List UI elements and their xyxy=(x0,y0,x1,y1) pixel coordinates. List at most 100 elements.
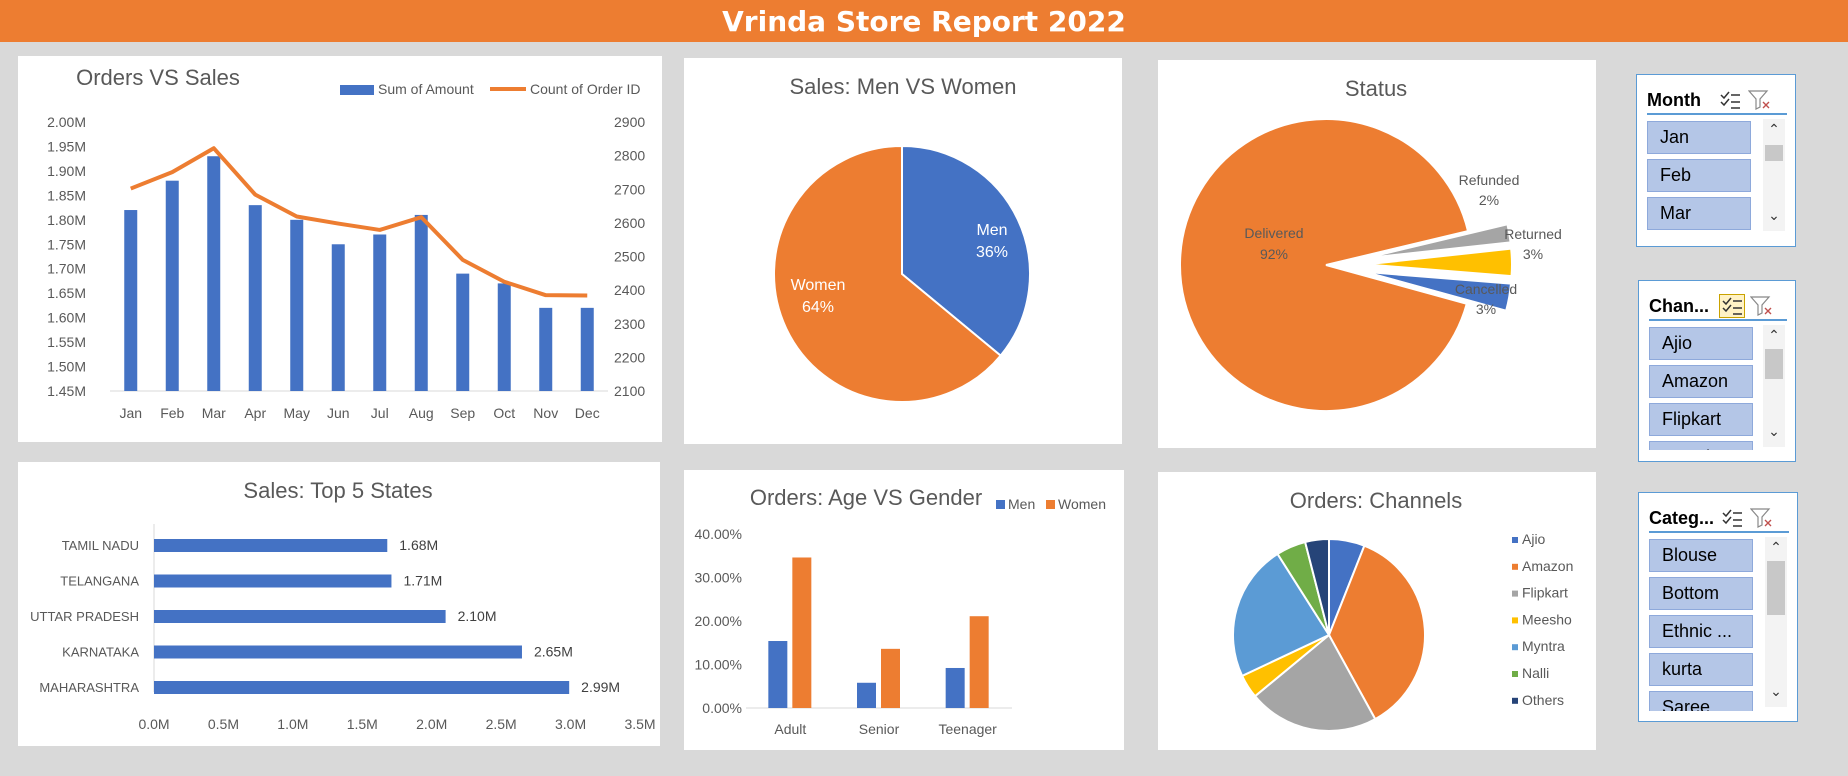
slicer-scrollbar[interactable]: ⌃ ⌄ xyxy=(1763,325,1785,447)
right-axis-tick: 2900 xyxy=(614,114,645,130)
x-axis-tick: Aug xyxy=(409,405,434,421)
slicer-item-ajio[interactable]: Ajio xyxy=(1649,327,1753,360)
x-axis-tick: Sep xyxy=(450,405,475,421)
legend-label-men: Men xyxy=(1008,496,1035,512)
legend-label-myntra: Myntra xyxy=(1522,638,1565,654)
slicer-item-jan[interactable]: Jan xyxy=(1647,121,1751,154)
x-axis-tick: Mar xyxy=(202,405,226,421)
scroll-up-icon[interactable]: ⌃ xyxy=(1770,539,1782,555)
category-slicer[interactable]: Categ... Blouse Bottom Ethnic ... kurta … xyxy=(1638,492,1798,722)
pie-slice-myntra xyxy=(1232,552,1331,678)
multi-select-icon[interactable] xyxy=(1717,88,1743,112)
channels-chart[interactable]: Orders: Channels Ajio Amazon Flipkart Meesh… xyxy=(1158,472,1596,750)
x-axis-tick: Jul xyxy=(371,405,389,421)
age-bar-men xyxy=(945,667,965,708)
slice-label-returned: Returned xyxy=(1504,226,1562,242)
slicer-item-flipkart[interactable]: Flipkart xyxy=(1649,403,1753,436)
x-axis-tick: 0.0M xyxy=(138,716,169,732)
slicer-item-mar[interactable]: Mar xyxy=(1647,197,1751,230)
clear-filter-icon[interactable] xyxy=(1749,506,1775,530)
left-axis-tick: 1.65M xyxy=(47,285,86,301)
slicer-item-saree[interactable]: Saree xyxy=(1649,691,1753,711)
age-bar-men xyxy=(857,682,876,708)
age-vs-gender-svg: Orders: Age VS Gender Men Women 40.00% 30… xyxy=(695,485,1106,737)
scroll-up-icon[interactable]: ⌃ xyxy=(1768,121,1780,137)
slicer-header: Month xyxy=(1647,87,1787,115)
report-title: Vrinda Store Report 2022 xyxy=(722,4,1126,38)
x-axis-tick: 1.5M xyxy=(347,716,378,732)
month-slicer[interactable]: Month Jan Feb Mar ⌃ ⌄ xyxy=(1636,74,1796,247)
x-axis-tick: Teenager xyxy=(938,721,997,737)
slicer-item-ethnic[interactable]: Ethnic ... xyxy=(1649,615,1753,648)
x-axis-tick: Jun xyxy=(327,405,350,421)
scroll-down-icon[interactable]: ⌄ xyxy=(1768,207,1780,223)
right-axis-tick: 2600 xyxy=(614,215,645,231)
scroll-thumb[interactable] xyxy=(1765,349,1783,379)
state-label: TELANGANA xyxy=(60,574,139,589)
clear-filter-icon[interactable] xyxy=(1747,88,1773,112)
x-axis-tick: Dec xyxy=(575,405,600,421)
legend-label-women: Women xyxy=(1058,496,1106,512)
slicer-item-kurta[interactable]: kurta xyxy=(1649,653,1753,686)
age-vs-gender-chart[interactable]: Orders: Age VS Gender Men Women 40.00% 30… xyxy=(684,470,1124,750)
scroll-down-icon[interactable]: ⌄ xyxy=(1768,423,1780,439)
sales-bar xyxy=(290,219,304,391)
right-axis-tick: 2300 xyxy=(614,316,645,332)
scroll-up-icon[interactable]: ⌃ xyxy=(1768,327,1780,343)
sales-bar xyxy=(414,214,428,391)
legend-swatch-women xyxy=(1046,500,1055,509)
top-states-plot: TAMIL NADU 1.68M TELANGANA 1.71M UTTAR PRADE… xyxy=(30,524,656,732)
scroll-thumb[interactable] xyxy=(1765,145,1783,161)
top-states-chart[interactable]: Sales: Top 5 States TAMIL NADU 1.68M TELAN… xyxy=(18,462,660,746)
left-axis-tick: 2.00M xyxy=(47,114,86,130)
slicer-item-meesho[interactable]: Meesho xyxy=(1649,441,1753,450)
state-bar xyxy=(154,539,388,552)
age-vs-gender-plot: 40.00% 30.00% 20.00% 10.00% 0.00% Adult Senior… xyxy=(695,526,1012,737)
state-bar xyxy=(154,681,570,694)
legend-swatch-myntra xyxy=(1512,644,1518,651)
legend-label-ajio: Ajio xyxy=(1522,531,1546,547)
left-axis-tick: 1.85M xyxy=(47,187,86,203)
men-vs-women-svg: Sales: Men VS Women Men 36% Women 64% xyxy=(773,74,1031,403)
slice-label-men: Men xyxy=(976,222,1007,239)
state-bar xyxy=(154,645,522,659)
slicer-scrollbar[interactable]: ⌃ ⌄ xyxy=(1765,537,1787,707)
men-vs-women-chart[interactable]: Sales: Men VS Women Men 36% Women 64% xyxy=(684,58,1122,444)
right-axis-tick: 2100 xyxy=(614,383,645,399)
state-value-label: 2.65M xyxy=(534,644,573,660)
pie-slice-cancelled xyxy=(1365,270,1513,312)
slicer-scrollbar[interactable]: ⌃ ⌄ xyxy=(1763,119,1785,231)
legend-label-amount: Sum of Amount xyxy=(378,81,474,97)
channel-slicer[interactable]: Chan... Ajio Amazon Flipkart Meesho ⌃ ⌄ xyxy=(1638,280,1796,462)
legend-swatch-amazon xyxy=(1512,563,1518,570)
slicer-item-feb[interactable]: Feb xyxy=(1647,159,1751,192)
slicer-item-bottom[interactable]: Bottom xyxy=(1649,577,1753,610)
slicer-item-blouse[interactable]: Blouse xyxy=(1649,539,1753,572)
scroll-thumb[interactable] xyxy=(1767,561,1785,615)
top-states-svg: Sales: Top 5 States TAMIL NADU 1.68M TELAN… xyxy=(30,478,656,732)
scroll-down-icon[interactable]: ⌄ xyxy=(1770,683,1782,699)
status-chart[interactable]: Status Delivered 92% Refunded 2% Returned 3% C… xyxy=(1158,60,1596,448)
slicer-header: Chan... xyxy=(1649,293,1787,321)
left-axis-tick: 1.60M xyxy=(47,310,86,326)
legend-label-others: Others xyxy=(1522,692,1564,708)
x-axis-tick: May xyxy=(284,405,310,421)
slicer-item-amazon[interactable]: Amazon xyxy=(1649,365,1753,398)
y-axis-tick: 20.00% xyxy=(695,613,742,629)
men-vs-women-plot: Men 36% Women 64% xyxy=(773,144,1031,403)
status-plot: Delivered 92% Refunded 2% Returned 3% Cancelle… xyxy=(1179,118,1562,412)
pie-slice-refunded xyxy=(1365,223,1512,260)
x-axis-tick: Nov xyxy=(533,405,558,421)
channels-plot: Ajio Amazon Flipkart Meesho Myntra Nalli Other… xyxy=(1232,531,1573,732)
multi-select-icon[interactable] xyxy=(1719,506,1745,530)
left-axis-tick: 1.75M xyxy=(47,236,86,252)
pie-slice-others xyxy=(1303,537,1330,636)
clear-filter-icon[interactable] xyxy=(1749,294,1775,318)
pie-slice-flipkart xyxy=(1253,633,1377,732)
slicer-items: Ajio Amazon Flipkart Meesho xyxy=(1649,327,1755,450)
multi-select-icon[interactable] xyxy=(1719,294,1745,318)
orders-vs-sales-chart[interactable]: Orders VS Sales Sum of Amount Count of O… xyxy=(18,56,662,442)
age-bar-women xyxy=(881,648,900,708)
slicer-title: Chan... xyxy=(1649,295,1710,316)
slicer-items: Jan Feb Mar xyxy=(1647,121,1753,235)
